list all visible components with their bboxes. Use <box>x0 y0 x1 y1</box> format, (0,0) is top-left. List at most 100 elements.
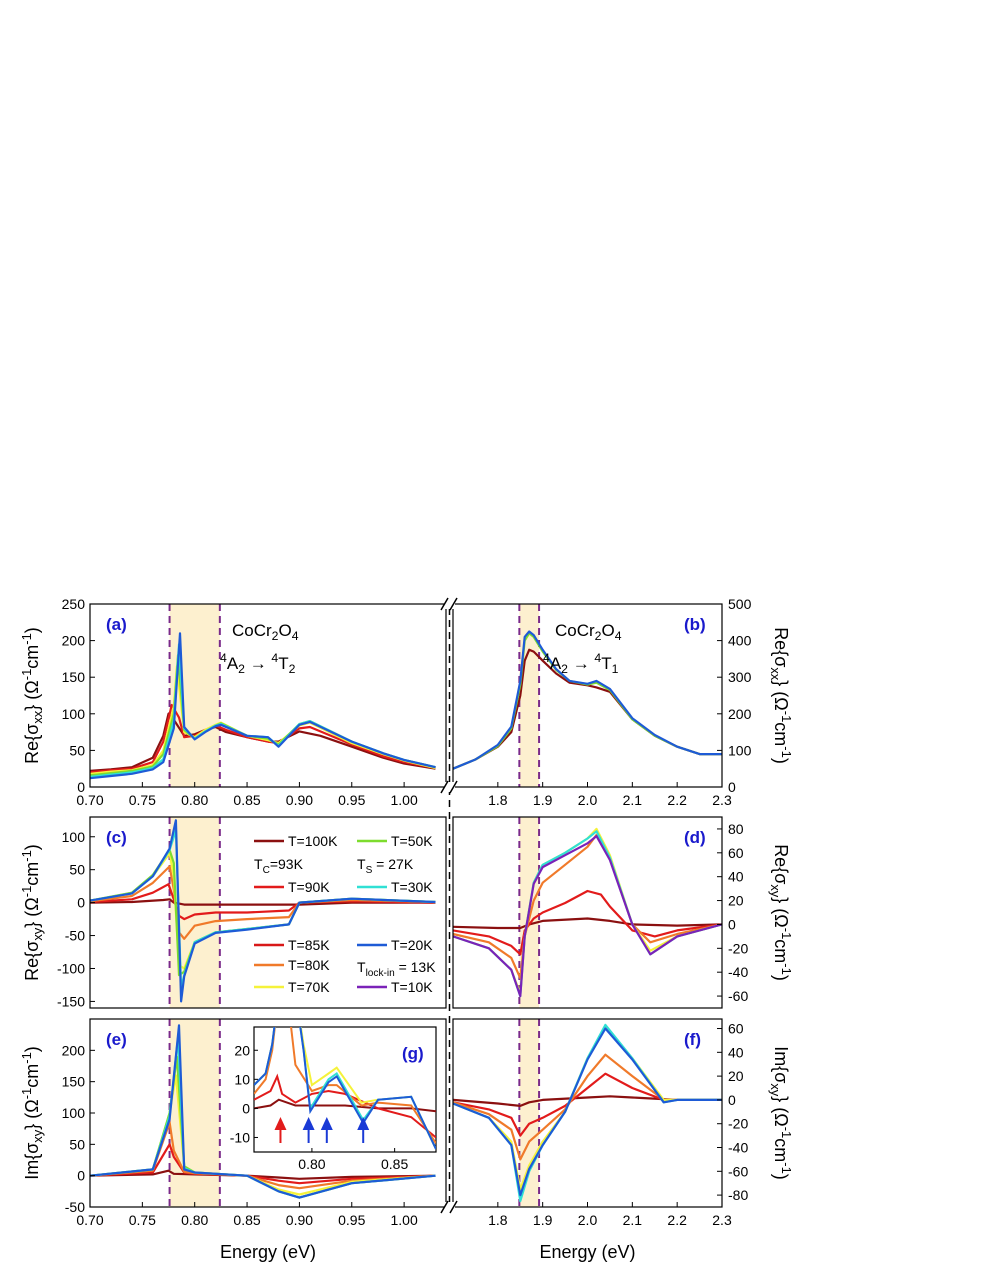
series-line-t90k <box>453 889 722 956</box>
y-tick-label: 200 <box>728 706 752 722</box>
axis-break-mark <box>449 1200 458 1214</box>
inset-y-tick-label: 20 <box>234 1042 250 1058</box>
arrow-marker <box>274 1117 287 1130</box>
y-axis-label: Im{σxy} (Ω-1cm-1) <box>768 1046 794 1180</box>
y-tick-label: 150 <box>62 669 86 685</box>
panel-label: (c) <box>106 828 127 847</box>
y-tick-label: 0 <box>728 916 736 932</box>
inset: -10 0 10 20 0.80 0.85 (g) <box>230 1026 437 1172</box>
y-axis-label: Im{σxy} (Ω-1cm-1) <box>19 1046 45 1180</box>
transition-label: 4A2 → 4T2 <box>220 651 296 676</box>
series-line-t30k <box>453 1023 722 1203</box>
compound-label-part: CoCr <box>555 621 595 640</box>
y-axis-label-part: xy <box>768 884 783 897</box>
transition-label-part: 1 <box>612 662 619 676</box>
transition-label-part: 4 <box>271 651 278 665</box>
y-axis-label-part: cm <box>22 1064 42 1088</box>
plot-frame <box>89 603 447 788</box>
inset-y-tick-label: 10 <box>234 1071 250 1087</box>
series-line-t30k <box>453 830 722 998</box>
x-tick-label: 1.00 <box>390 792 417 808</box>
ts-label-part: = 27K <box>372 856 414 872</box>
legend-label: T=85K <box>288 937 330 953</box>
transition-label-part: 4 <box>543 651 550 665</box>
transition-label-part: T <box>278 654 288 673</box>
series-line-t10k <box>453 630 722 770</box>
y-axis-label-part: ) <box>22 844 42 850</box>
y-axis-label-part: } (Ω <box>22 897 42 927</box>
y-axis-label-part: ) <box>771 975 791 981</box>
y-axis-label-part: } (Ω <box>771 1096 791 1126</box>
x-tick-label: 0.90 <box>286 792 313 808</box>
panel-label: (a) <box>106 615 127 634</box>
legend-label: T=50K <box>391 833 433 849</box>
y-tick-label: -40 <box>728 964 748 980</box>
y-axis-label-part: ) <box>771 1174 791 1180</box>
ts-label-part: T <box>357 856 366 872</box>
series-line-t100k <box>453 917 722 930</box>
compound-label-part: CoCr <box>232 621 272 640</box>
x-axis-label: Energy (eV) <box>220 1242 316 1262</box>
y-tick-label: 20 <box>728 1068 744 1084</box>
tc-label: TC=93K <box>254 856 304 876</box>
legend-label: T=90K <box>288 879 330 895</box>
y-axis-label-part: xx <box>30 710 45 723</box>
transition-label-part: → <box>568 654 594 673</box>
legend-label: T=80K <box>288 957 330 973</box>
tc-label-part: T <box>254 856 263 872</box>
x-tick-label: 1.9 <box>533 1212 553 1228</box>
plot-frame <box>452 816 723 1009</box>
y-axis-label-part: Im{σ <box>771 1046 791 1083</box>
y-tick-label: -60 <box>728 1163 748 1179</box>
x-tick-label: 2.2 <box>667 1212 687 1228</box>
y-tick-label: 100 <box>62 1105 86 1121</box>
y-axis-label-part: -1 <box>779 711 794 723</box>
panel-b: 0 100 200 300 400 500 1.8 1.9 2.0 2.1 2.2 2.3 Re{σxx… <box>452 596 794 808</box>
axis-break-mark <box>440 597 449 611</box>
x-tick-label: 0.75 <box>129 1212 156 1228</box>
y-axis-label-part: } (Ω <box>771 680 791 710</box>
x-tick-label: 2.3 <box>712 792 732 808</box>
transition-label-part: 4 <box>594 651 601 665</box>
x-tick-label: 1.00 <box>390 1212 417 1228</box>
y-axis-label-part: } (Ω <box>22 1099 42 1129</box>
arrow-marker <box>357 1117 370 1130</box>
x-tick-label: 2.0 <box>578 792 598 808</box>
transition-label-part: A <box>550 654 562 673</box>
legend-label: T=30K <box>391 879 433 895</box>
plot-frame <box>89 816 447 1009</box>
panel-label: (f) <box>684 1030 701 1049</box>
y-axis-label-part: Re{σ <box>771 844 791 884</box>
y-tick-label: -20 <box>728 1116 748 1132</box>
y-tick-label: 100 <box>728 742 752 758</box>
series-line-t10k <box>90 1024 436 1199</box>
x-tick-label: 0.95 <box>338 792 365 808</box>
series-line-t90k <box>453 1072 722 1137</box>
axis-break-gap <box>444 1202 455 1212</box>
legend: T=100K T=50K T=90K T=30K T=85K T=20K T=80K T=70… <box>254 833 436 995</box>
x-tick-label: 0.95 <box>338 1212 365 1228</box>
y-tick-label: 60 <box>728 845 744 861</box>
y-tick-label: 0 <box>77 779 85 795</box>
transition-label-part: 2 <box>561 662 568 676</box>
y-axis-label-part: xy <box>30 1129 45 1142</box>
compound-label: CoCr2O4 <box>232 621 299 643</box>
x-tick-label: 0.85 <box>233 792 260 808</box>
transition-label-part: 4 <box>220 651 227 665</box>
y-axis-label-part: -1 <box>19 669 34 681</box>
y-axis-label-part: -1 <box>779 928 794 940</box>
y-axis-label-part: cm <box>771 1138 791 1162</box>
compound-label-part: 2 <box>272 629 279 643</box>
y-axis-label-part: xx <box>768 667 783 680</box>
x-tick-label: 0.70 <box>76 1212 103 1228</box>
transition-label-part: → <box>245 654 271 673</box>
y-tick-label: 50 <box>69 862 85 878</box>
inset-y-tick-label: -10 <box>230 1129 250 1145</box>
y-axis-label-part: Re{σ <box>22 941 42 981</box>
tlock-label-part: = 13K <box>395 959 437 975</box>
y-axis-label-part: -1 <box>19 850 34 862</box>
y-tick-label: -80 <box>728 1187 748 1203</box>
